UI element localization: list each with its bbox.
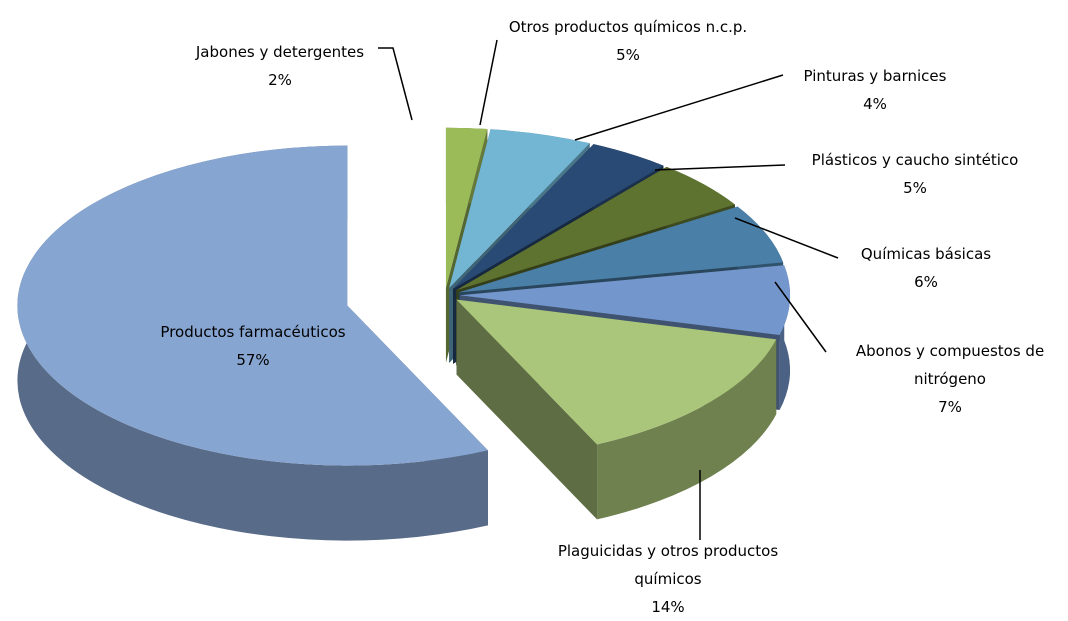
- category-label: Químicas básicas: [860, 245, 992, 263]
- category-label: Otros productos químicos n.c.p.: [508, 18, 748, 36]
- data-label: Plásticos y caucho sintético 5%: [785, 146, 1045, 202]
- data-label: Jabones y detergentes 2%: [170, 38, 390, 94]
- leader-line: [734, 217, 839, 259]
- leader-line: [654, 164, 786, 171]
- leader-line: [479, 39, 498, 126]
- slice-side: [456, 299, 598, 520]
- slice: [453, 144, 664, 289]
- data-label: Otros productos químicos n.c.p. 5%: [508, 13, 748, 69]
- value-label: 5%: [616, 46, 640, 64]
- value-label: 2%: [268, 71, 292, 89]
- slice: [17, 145, 488, 466]
- category-label: Abonos y compuestos de nitrógeno: [855, 342, 1045, 388]
- data-label: Plaguicidas y otros productos químicos 14…: [528, 537, 808, 621]
- category-label: Productos farmacéuticos: [160, 323, 346, 341]
- slice: [458, 206, 784, 293]
- data-label: Productos farmacéuticos 57%: [123, 318, 383, 374]
- category-label: Plaguicidas y otros productos químicos: [557, 542, 779, 588]
- category-label: Jabones y detergentes: [195, 43, 365, 61]
- value-label: 57%: [236, 351, 270, 369]
- slice: [449, 129, 590, 289]
- data-label: Abonos y compuestos de nitrógeno 7%: [830, 337, 1068, 421]
- leader-line: [774, 281, 827, 353]
- slice-side: [597, 339, 777, 520]
- slice: [445, 127, 488, 288]
- value-label: 7%: [938, 398, 962, 416]
- value-label: 6%: [914, 273, 938, 291]
- value-label: 5%: [903, 179, 927, 197]
- slice: [459, 265, 790, 336]
- leader-line: [574, 74, 784, 141]
- data-label: Pinturas y barnices 4%: [755, 62, 995, 118]
- leader-lines: [378, 39, 839, 540]
- slice: [456, 299, 777, 445]
- category-label: Pinturas y barnices: [803, 67, 947, 85]
- value-label: 4%: [863, 95, 887, 113]
- category-label: Plásticos y caucho sintético: [811, 151, 1019, 169]
- leader-line: [378, 47, 413, 121]
- value-label: 14%: [651, 598, 685, 616]
- data-label: Químicas básicas 6%: [816, 240, 1036, 296]
- slice: [456, 166, 735, 291]
